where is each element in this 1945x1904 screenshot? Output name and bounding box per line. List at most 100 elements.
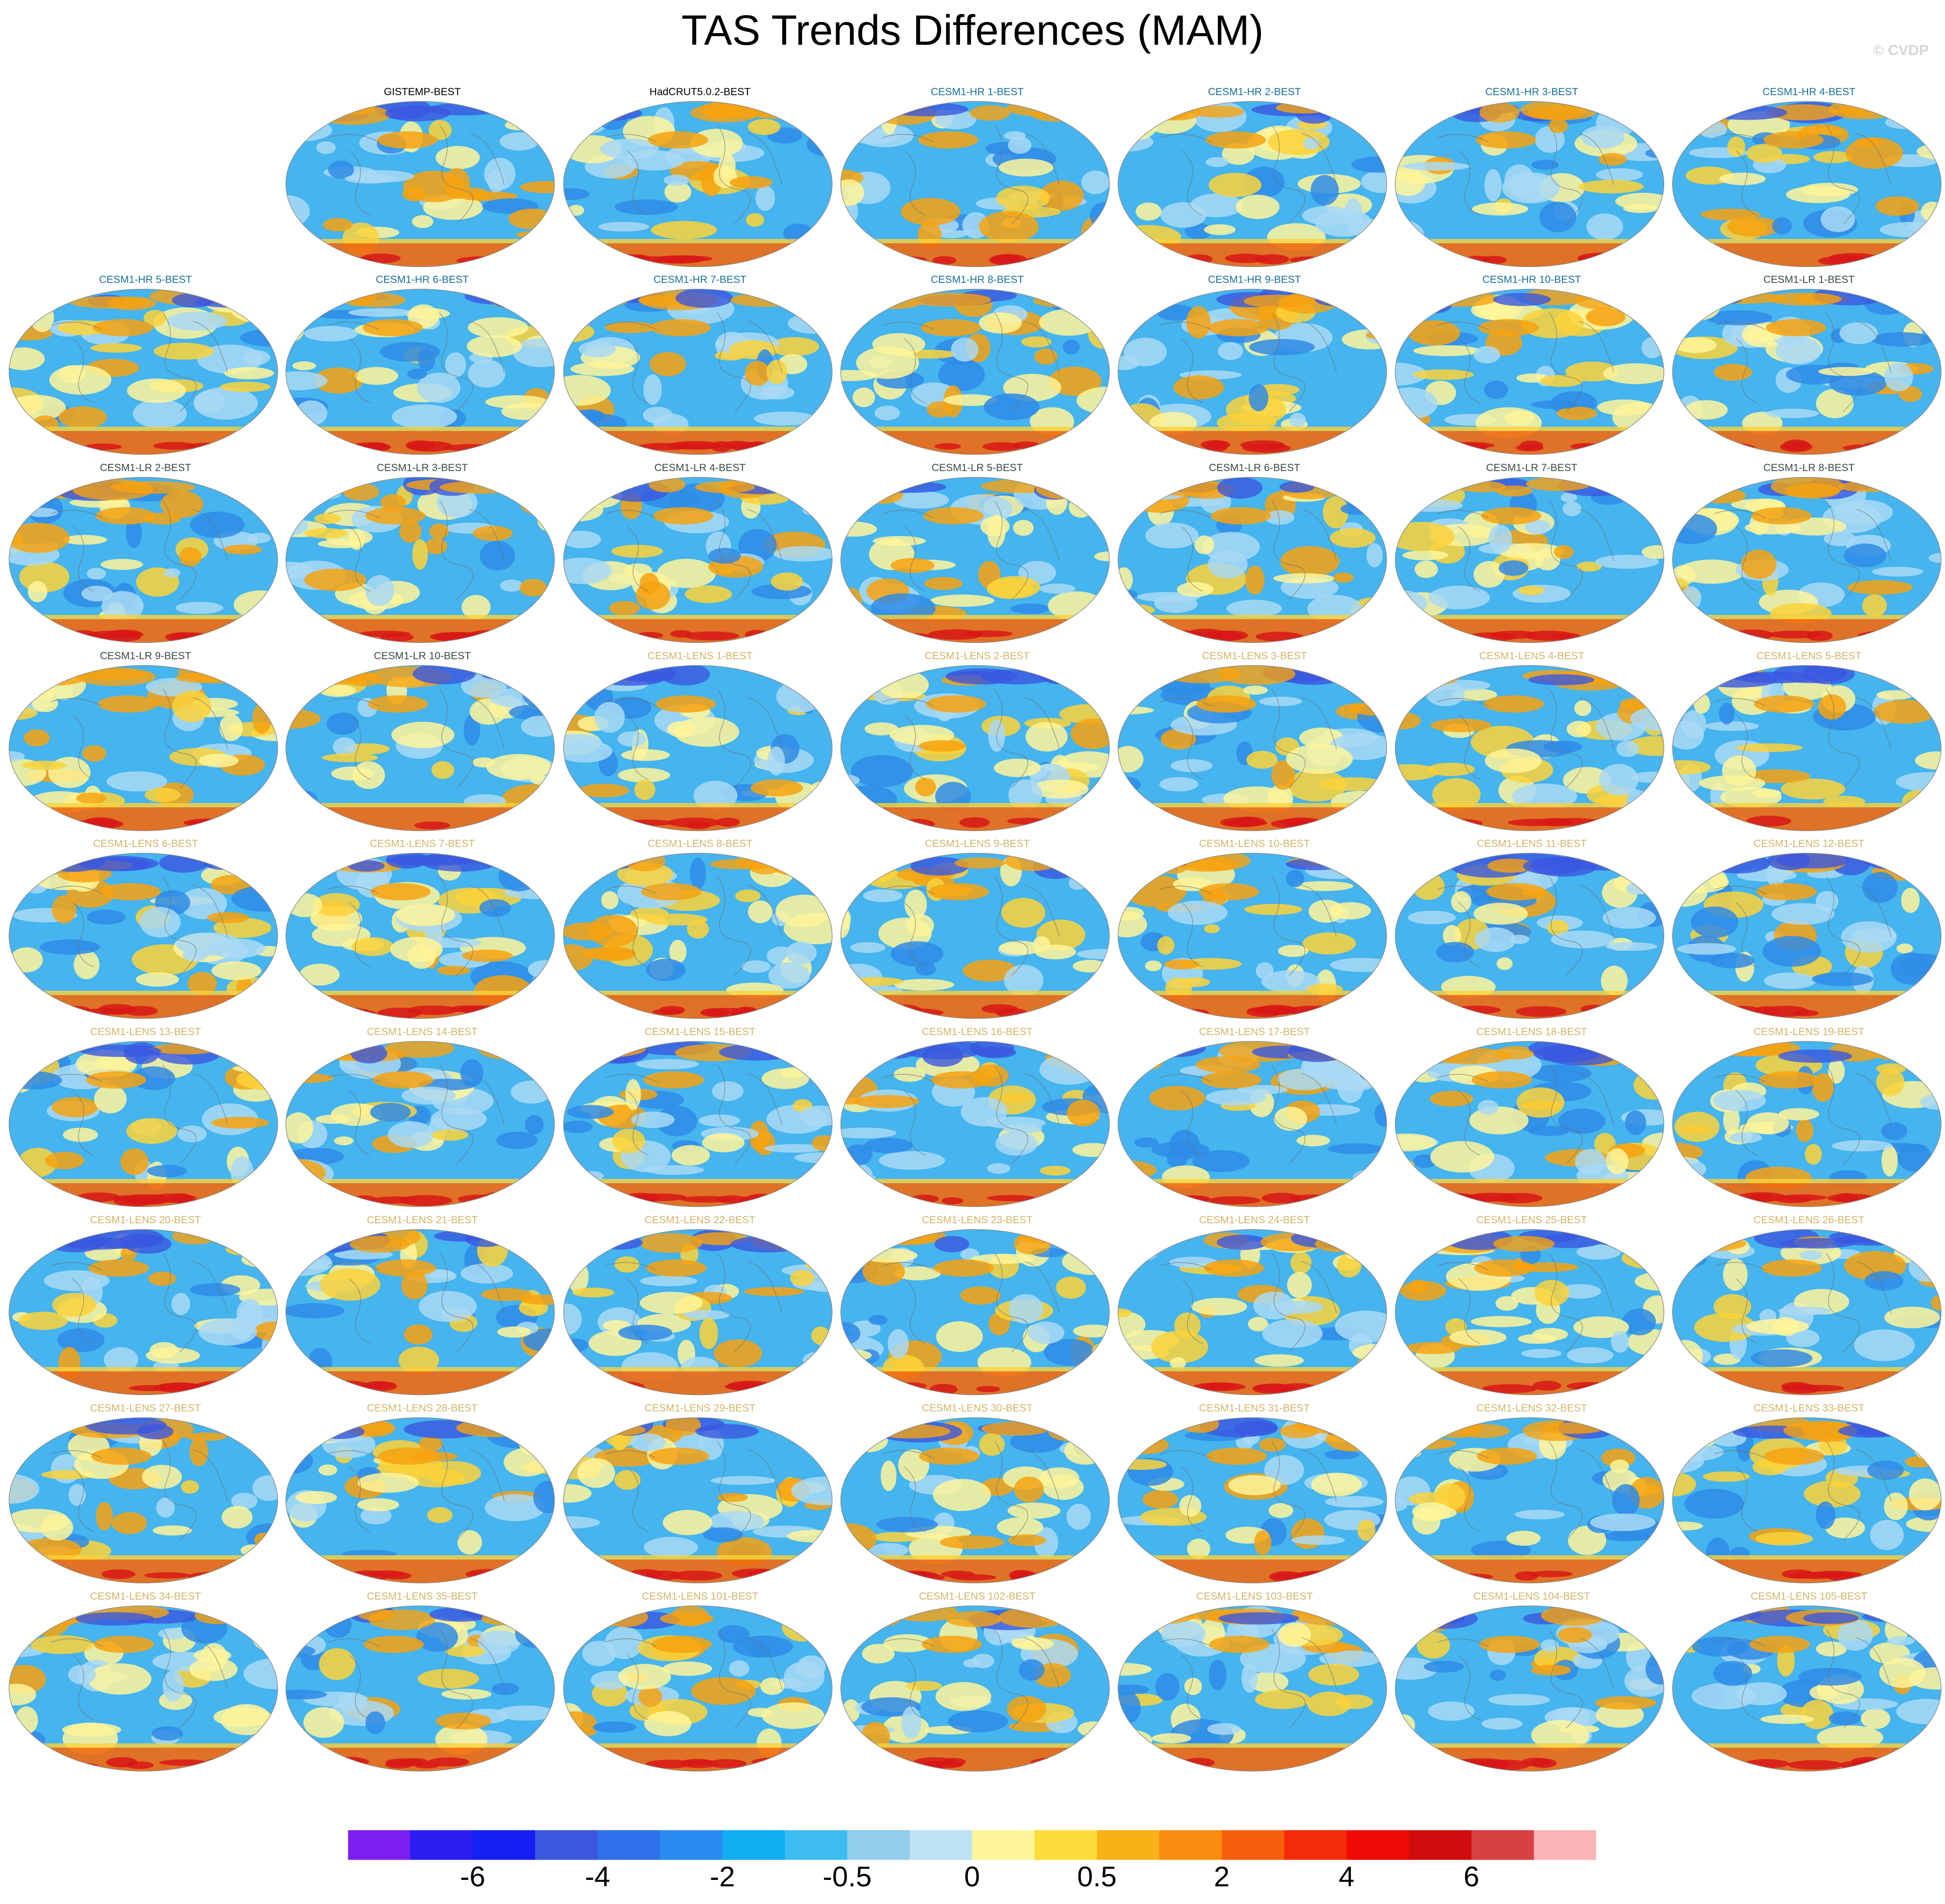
map-panel: CESM1-HR 6-BEST [285, 274, 560, 463]
map-panel: CESM1-LENS 8-BEST [562, 838, 838, 1027]
world-map [1672, 665, 1942, 831]
panel-label: CESM1-HR 4-BEST [1762, 86, 1856, 98]
panel-label: HadCRUT5.0.2-BEST [649, 86, 751, 98]
map-panel: CESM1-LENS 5-BEST [1671, 650, 1945, 840]
world-map [1118, 1605, 1387, 1772]
panel-label: CESM1-LENS 33-BEST [1753, 1402, 1864, 1414]
map-panel: CESM1-HR 4-BEST [1671, 86, 1945, 276]
colorbar [348, 1830, 1597, 1860]
colorbar-tick-label: -6 [460, 1861, 486, 1892]
panel-label: CESM1-LENS 102-BEST [919, 1591, 1036, 1602]
world-map [9, 1605, 278, 1772]
panel-label: CESM1-HR 1-BEST [930, 86, 1024, 98]
panel-label: CESM1-LENS 2-BEST [924, 650, 1030, 662]
map-panel: CESM1-HR 9-BEST [1117, 274, 1392, 463]
colorbar-tick-label: -4 [585, 1861, 610, 1892]
map-panel: CESM1-HR 1-BEST [839, 86, 1115, 276]
world-map [285, 477, 555, 643]
world-map [285, 853, 555, 1019]
map-panel: CESM1-HR 5-BEST [8, 274, 283, 463]
figure-title: TAS Trends Differences (MAM) [681, 6, 1264, 54]
world-map [1118, 1229, 1387, 1395]
world-map [9, 853, 278, 1019]
map-panel: CESM1-LENS 17-BEST [1117, 1026, 1392, 1216]
panel-label: CESM1-LR 6-BEST [1208, 462, 1301, 474]
world-map [1672, 288, 1942, 455]
colorbar-box [722, 1830, 785, 1860]
panel-label: CESM1-LENS 25-BEST [1476, 1214, 1587, 1226]
world-map [840, 101, 1110, 267]
map-panel: CESM1-LENS 104-BEST [1394, 1591, 1669, 1780]
map-panel: CESM1-HR 10-BEST [1394, 274, 1669, 463]
panel-label: CESM1-LR 8-BEST [1763, 462, 1855, 474]
panel-label: CESM1-LENS 103-BEST [1196, 1591, 1313, 1602]
world-map [9, 1041, 278, 1207]
map-panel: CESM1-LENS 15-BEST [562, 1026, 838, 1216]
map-panel: CESM1-LENS 3-BEST [1117, 650, 1392, 840]
map-panel: CESM1-LR 1-BEST [1671, 274, 1945, 463]
map-panel: CESM1-LR 9-BEST [8, 650, 283, 840]
world-map [563, 288, 833, 455]
colorbar-box [535, 1830, 598, 1860]
panel-label: CESM1-LENS 101-BEST [641, 1591, 759, 1602]
panel-label: CESM1-HR 10-BEST [1482, 274, 1581, 285]
world-map [1672, 1605, 1942, 1772]
panel-label: CESM1-HR 9-BEST [1208, 274, 1301, 285]
colorbar-box [1471, 1830, 1534, 1860]
panel-label: CESM1-LR 5-BEST [931, 462, 1023, 474]
panel-label: CESM1-LENS 18-BEST [1476, 1026, 1587, 1038]
world-map [1672, 477, 1942, 643]
colorbar-box [972, 1830, 1034, 1860]
world-map [9, 288, 278, 455]
panel-label: CESM1-LENS 21-BEST [367, 1214, 478, 1226]
world-map [1672, 1229, 1942, 1395]
map-panel: GISTEMP-BEST [285, 86, 560, 276]
panel-label: CESM1-LR 7-BEST [1486, 462, 1578, 474]
map-panel: CESM1-LENS 32-BEST [1394, 1402, 1669, 1592]
map-panel: CESM1-LENS 4-BEST [1394, 650, 1669, 840]
map-panel: CESM1-LENS 21-BEST [285, 1214, 560, 1404]
world-map [840, 1417, 1110, 1584]
map-panel: CESM1-LR 3-BEST [285, 462, 560, 651]
map-panel: CESM1-LENS 19-BEST [1671, 1026, 1945, 1216]
map-panel: CESM1-LENS 27-BEST [8, 1402, 283, 1592]
world-map [285, 1041, 555, 1207]
world-map [1395, 1229, 1664, 1395]
colorbar-box [1034, 1830, 1097, 1860]
colorbar-box [1159, 1830, 1222, 1860]
world-map [1672, 101, 1942, 267]
world-map [285, 101, 555, 267]
world-map [285, 288, 555, 455]
map-panel: CESM1-LENS 23-BEST [839, 1214, 1115, 1404]
map-panel: CESM1-LENS 10-BEST [1117, 838, 1392, 1027]
panel-label: CESM1-LENS 20-BEST [90, 1214, 201, 1226]
world-map [563, 1229, 833, 1395]
panel-label: CESM1-LENS 26-BEST [1753, 1214, 1864, 1226]
panel-label: CESM1-HR 8-BEST [930, 274, 1024, 285]
panel-label: CESM1-LENS 13-BEST [90, 1026, 201, 1038]
panel-label: CESM1-LENS 29-BEST [644, 1402, 756, 1414]
world-map [1118, 288, 1387, 455]
panel-label: CESM1-LENS 32-BEST [1476, 1402, 1587, 1414]
map-panel: CESM1-LENS 105-BEST [1671, 1591, 1945, 1780]
panel-label: CESM1-HR 2-BEST [1208, 86, 1301, 98]
panel-label: CESM1-LENS 5-BEST [1756, 650, 1862, 662]
colorbar-tick-label: -2 [709, 1861, 735, 1892]
panel-label: CESM1-LENS 24-BEST [1199, 1214, 1310, 1226]
world-map [1395, 477, 1664, 643]
colorbar-box [473, 1830, 535, 1860]
panel-label: CESM1-LENS 3-BEST [1202, 650, 1307, 662]
panel-label: CESM1-LR 3-BEST [376, 462, 468, 474]
map-panel: CESM1-LENS 31-BEST [1117, 1402, 1392, 1592]
map-panel: CESM1-LENS 101-BEST [562, 1591, 838, 1780]
panel-label: CESM1-LENS 4-BEST [1479, 650, 1585, 662]
colorbar-box [660, 1830, 722, 1860]
map-panel: CESM1-HR 2-BEST [1117, 86, 1392, 276]
colorbar-box [1409, 1830, 1471, 1860]
copyright-watermark: © CVDP [1873, 42, 1929, 59]
world-map [840, 1605, 1110, 1772]
panel-label: CESM1-LENS 8-BEST [647, 838, 753, 850]
world-map [1395, 1605, 1664, 1772]
world-map [285, 1417, 555, 1584]
world-map [1395, 288, 1664, 455]
